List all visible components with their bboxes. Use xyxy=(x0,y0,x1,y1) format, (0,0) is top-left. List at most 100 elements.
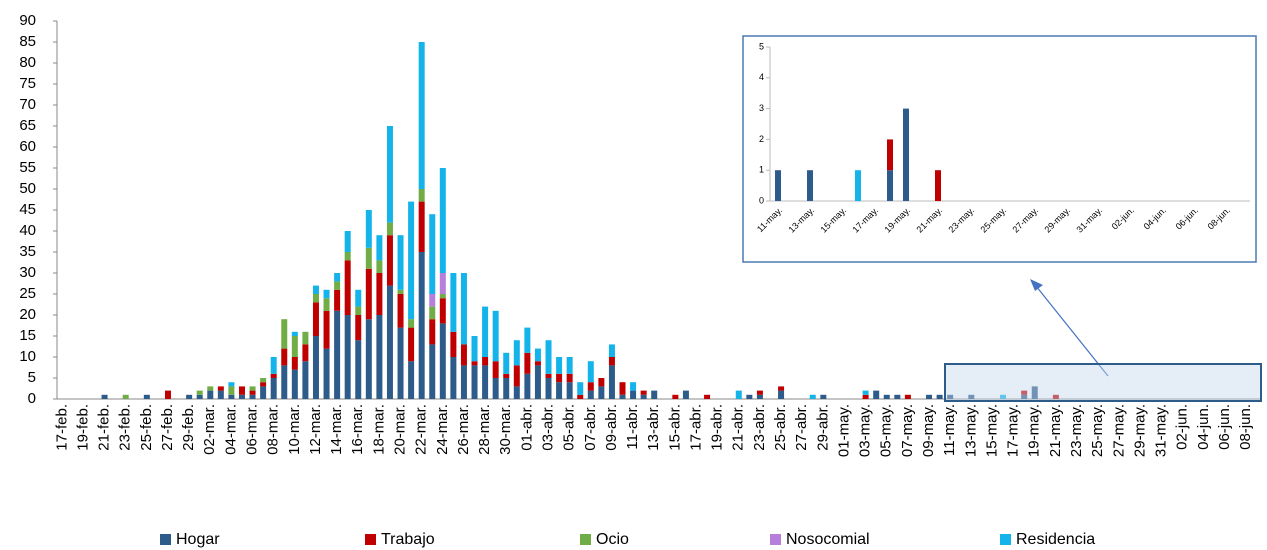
bar-segment xyxy=(312,336,319,399)
bar-segment xyxy=(887,139,893,171)
bar-segment xyxy=(291,369,298,399)
x-tick-label: 13-abr. xyxy=(645,404,662,451)
bar-segment xyxy=(608,357,615,366)
x-tick-label: 27-feb. xyxy=(159,404,176,451)
bar-segment xyxy=(376,260,383,273)
bar-segment xyxy=(334,281,341,290)
bar-segment xyxy=(513,386,520,399)
bar-segment xyxy=(460,273,467,345)
x-tick-label: 26-mar. xyxy=(455,404,472,455)
bar-segment xyxy=(365,210,372,248)
bar-segment xyxy=(207,390,214,399)
legend-label: Ocio xyxy=(596,531,629,548)
bar-segment xyxy=(365,247,372,269)
x-tick-label: 17-abr. xyxy=(687,404,704,451)
bar-segment xyxy=(418,189,425,202)
bar-segment xyxy=(312,285,319,294)
bar-segment xyxy=(587,382,594,391)
x-tick-label: 03-abr. xyxy=(539,404,556,451)
bar-segment xyxy=(630,390,637,399)
bar-segment xyxy=(968,394,975,399)
x-tick-label: 28-mar. xyxy=(476,404,493,455)
y-tick-label: 40 xyxy=(19,222,36,239)
bar-segment xyxy=(807,170,813,201)
bar-segment xyxy=(143,394,150,399)
legend-swatch xyxy=(1000,534,1011,545)
x-tick-label: 31-may. xyxy=(1153,404,1170,457)
bar-segment xyxy=(439,294,446,299)
bar-segment xyxy=(291,336,298,357)
bar-segment xyxy=(260,378,267,383)
bar-segment xyxy=(587,361,594,383)
x-tick-label: 07-may. xyxy=(899,404,916,457)
bar-segment xyxy=(101,394,108,399)
bar-segment xyxy=(672,394,679,399)
bar-segment xyxy=(598,378,605,387)
y-tick-label: 30 xyxy=(19,264,36,281)
bar-segment xyxy=(482,365,489,399)
legend-label: Hogar xyxy=(176,531,220,548)
bar-segment xyxy=(450,357,457,399)
bar-segment xyxy=(545,378,552,399)
bar-segment xyxy=(386,222,393,236)
x-tick-label: 06-mar. xyxy=(244,404,261,455)
x-tick-label: 23-abr. xyxy=(751,404,768,451)
x-tick-label: 02-mar. xyxy=(201,404,218,455)
bar-segment xyxy=(862,390,869,395)
bar-segment xyxy=(196,394,203,399)
bar-segment xyxy=(1021,394,1028,399)
bar-segment xyxy=(207,386,214,391)
bar-segment xyxy=(935,170,941,201)
bar-segment xyxy=(323,348,330,399)
zoom-arrowhead xyxy=(1030,279,1043,291)
bar-segment xyxy=(122,394,129,399)
y-tick-label: 80 xyxy=(19,54,36,71)
bar-segment xyxy=(376,235,383,261)
x-tick-label: 21-feb. xyxy=(96,404,113,451)
bar-segment xyxy=(503,352,510,374)
bar-segment xyxy=(291,331,298,336)
bar-segment xyxy=(556,373,563,383)
bar-segment xyxy=(355,340,362,399)
x-tick-label: 07-abr. xyxy=(582,404,599,451)
bar-segment xyxy=(587,390,594,399)
bar-segment xyxy=(503,373,510,378)
zoom-arrow xyxy=(1035,285,1109,377)
bar-segment xyxy=(260,382,267,387)
zoom-region xyxy=(944,363,1262,402)
bar-segment xyxy=(936,394,943,399)
bar-segment xyxy=(397,327,404,399)
bar-segment xyxy=(408,361,415,399)
bar-segment xyxy=(186,394,193,399)
y-tick-label: 35 xyxy=(19,243,36,260)
x-tick-label: 22-mar. xyxy=(413,404,430,455)
bar-segment xyxy=(651,390,658,399)
x-tick-label: 14-mar. xyxy=(328,404,345,455)
bar-segment xyxy=(492,378,499,399)
bar-segment xyxy=(249,390,256,395)
bar-segment xyxy=(640,394,647,399)
bar-segment xyxy=(270,357,277,374)
bar-segment xyxy=(344,315,351,399)
x-tick-label: 23-feb. xyxy=(117,404,134,451)
bar-segment xyxy=(302,344,309,362)
bar-segment xyxy=(217,390,224,399)
x-tick-label: 18-mar. xyxy=(370,404,387,455)
y-tick-label: 55 xyxy=(19,159,36,176)
bar-segment xyxy=(355,315,362,341)
bar-segment xyxy=(566,373,573,383)
bar-segment xyxy=(365,319,372,399)
bar-segment xyxy=(556,357,563,374)
bar-segment xyxy=(302,361,309,399)
bar-segment xyxy=(228,394,235,399)
bar-segment xyxy=(450,273,457,332)
bar-segment xyxy=(344,252,351,261)
bar-segment xyxy=(534,365,541,399)
bar-segment xyxy=(238,394,245,399)
bar-segment xyxy=(334,289,341,311)
bar-segment xyxy=(450,331,457,357)
x-tick-label: 30-mar. xyxy=(497,404,514,455)
bar-segment xyxy=(386,235,393,286)
bar-segment xyxy=(429,344,436,399)
x-tick-label: 11-may. xyxy=(941,404,958,456)
